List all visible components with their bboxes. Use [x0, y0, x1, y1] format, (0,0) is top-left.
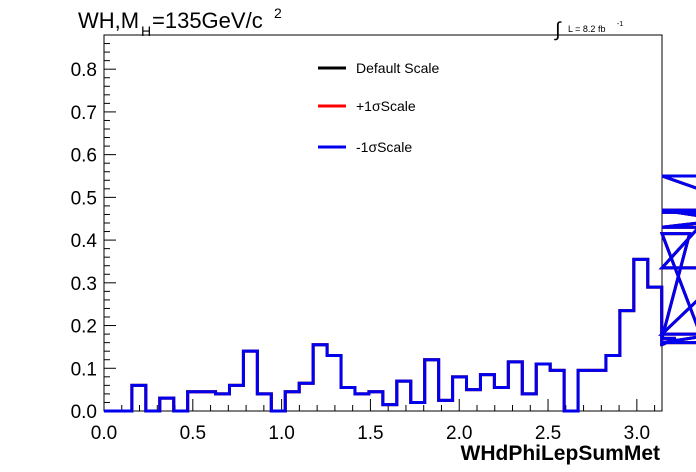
x-tick-label: 3.0 — [624, 423, 650, 444]
legend-entry: Default Scale — [356, 60, 439, 76]
title-subscript: H — [141, 23, 151, 39]
y-tick-label: 0.6 — [71, 146, 97, 167]
x-axis: 0.0 0.5 1.0 1.5 2.0 2.5 3.0 — [91, 399, 656, 444]
lumi-text: L = 8.2 fb — [568, 24, 605, 34]
y-tick-label: 0.7 — [71, 103, 97, 124]
chart-title: WH,M H =135GeV/c 2 — [78, 5, 282, 39]
legend-entry: -1σScale — [356, 139, 412, 155]
legend-entry: +1σScale — [356, 98, 416, 114]
y-tick-label: 0.1 — [71, 359, 97, 380]
legend: Default Scale +1σScale -1σScale — [318, 60, 439, 155]
series-line — [104, 174, 696, 413]
series-line — [104, 174, 696, 413]
y-axis: 0.0 0.1 0.2 0.3 0.4 0.5 0.6 0.7 0.8 — [71, 34, 116, 423]
y-tick-label: 0.0 — [71, 402, 97, 423]
x-tick-label: 2.0 — [446, 423, 472, 444]
y-tick-label: 0.2 — [71, 317, 97, 338]
integral-symbol: ∫ — [554, 19, 562, 41]
x-tick-label: 1.5 — [357, 423, 383, 444]
x-tick-label: 0.0 — [91, 423, 117, 444]
y-tick-label: 0.5 — [71, 188, 97, 209]
title-superscript: 2 — [274, 5, 282, 21]
x-tick-label: 1.0 — [268, 423, 294, 444]
series-layer — [104, 174, 696, 413]
x-tick-label: 2.5 — [535, 423, 561, 444]
luminosity-label: ∫ L = 8.2 fb -1 — [554, 19, 623, 41]
lumi-superscript: -1 — [617, 21, 623, 28]
plot-frame — [103, 34, 663, 412]
title-rest: =135GeV/c — [152, 8, 263, 33]
x-axis-title: WHdPhiLepSumMet — [461, 442, 661, 465]
title-main: WH,M — [78, 8, 139, 33]
series-line — [104, 174, 696, 413]
y-tick-label: 0.3 — [71, 274, 97, 295]
y-tick-label: 0.8 — [71, 60, 97, 81]
x-tick-label: 0.5 — [180, 423, 206, 444]
y-tick-label: 0.4 — [71, 231, 98, 252]
